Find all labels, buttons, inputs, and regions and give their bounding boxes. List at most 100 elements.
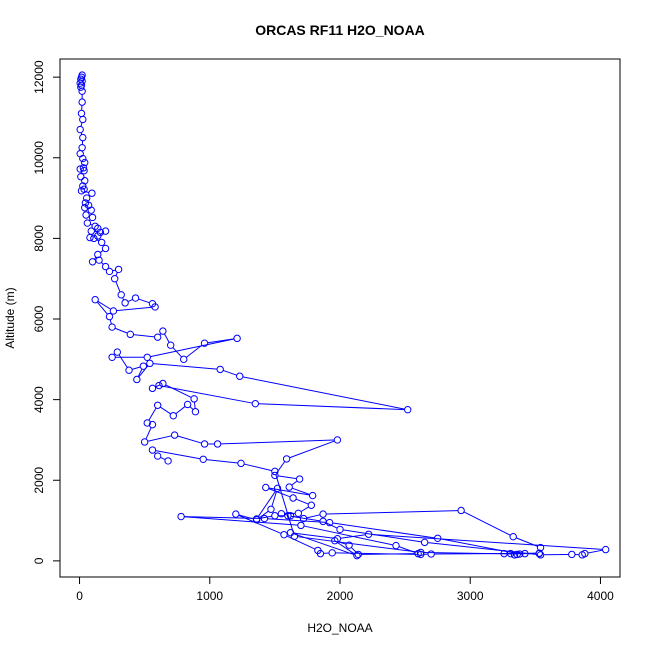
data-point: [236, 372, 244, 380]
series-segment: [138, 298, 150, 304]
series-segment: [244, 463, 272, 472]
y-tick-label: 8000: [32, 225, 46, 252]
series-segment: [587, 549, 603, 554]
y-tick-label: 2000: [32, 467, 46, 494]
series-segment: [300, 506, 309, 513]
series-segment: [337, 542, 355, 555]
data-point: [392, 541, 400, 550]
data-point: [271, 467, 279, 476]
data-point: [251, 399, 260, 408]
series-segment: [162, 385, 253, 404]
series-segment: [133, 334, 155, 338]
data-point: [308, 491, 317, 500]
data-point: [105, 267, 114, 276]
data-point: [233, 334, 241, 343]
series-segment: [127, 298, 133, 302]
series-segment: [145, 427, 152, 440]
x-tick-label: 1000: [196, 589, 223, 603]
data-point: [510, 551, 519, 559]
data-point: [101, 262, 110, 271]
series-segment: [177, 435, 202, 444]
data-point: [148, 384, 157, 393]
x-tick-label: 3000: [457, 589, 484, 603]
data-point: [148, 420, 157, 429]
data-point: [216, 365, 224, 374]
data-point: [267, 505, 275, 513]
data-point: [420, 538, 429, 547]
series-line: [80, 94, 603, 556]
series-segment: [193, 401, 196, 409]
series-segment: [295, 498, 309, 505]
data-point: [282, 455, 291, 463]
data-point: [79, 182, 87, 190]
data-point: [79, 115, 87, 124]
data-point: [417, 548, 425, 557]
data-point: [294, 509, 303, 518]
data-point: [81, 177, 89, 185]
data-point: [183, 400, 192, 409]
data-point: [77, 187, 86, 195]
series-segment: [116, 306, 152, 312]
series-segment: [137, 368, 143, 377]
series-segment: [463, 511, 511, 536]
data-point: [81, 158, 89, 167]
data-point: [88, 213, 97, 222]
data-point: [91, 295, 99, 304]
x-axis: 0 1000 2000 3000 4000: [76, 576, 614, 603]
data-point: [277, 510, 286, 518]
data-point: [153, 452, 162, 460]
data-point: [509, 532, 517, 541]
data-point: [151, 303, 159, 311]
data-point: [77, 173, 85, 181]
series-segment: [148, 407, 157, 421]
series-segment: [150, 338, 235, 358]
data-point: [286, 512, 295, 520]
data-point: [97, 238, 106, 247]
series-segment: [306, 514, 321, 519]
data-point: [78, 98, 86, 106]
series-segment: [371, 533, 603, 550]
data-point: [199, 455, 207, 463]
data-point: [290, 532, 299, 540]
series-segment: [147, 435, 172, 442]
series-segment: [189, 406, 194, 410]
data-point: [140, 438, 149, 446]
data-point: [568, 550, 576, 559]
series-segment: [343, 529, 422, 543]
series-segment: [258, 490, 277, 517]
data-point: [110, 274, 119, 283]
data-point: [88, 258, 97, 266]
data-point: [364, 530, 373, 538]
series-segment: [115, 281, 121, 293]
y-tick-label: 10000: [32, 141, 46, 175]
series-segment: [97, 300, 111, 310]
series-segment: [160, 456, 166, 461]
series-segment: [153, 363, 218, 370]
data-point: [521, 549, 529, 558]
data-point: [284, 512, 292, 520]
data-point: [260, 514, 269, 523]
data-point: [200, 440, 209, 448]
data-point: [289, 494, 297, 502]
data-point: [88, 189, 96, 197]
data-point: [331, 537, 339, 545]
data-point: [153, 333, 162, 341]
data-point: [108, 323, 116, 331]
data-point: [79, 164, 88, 172]
data-point: [164, 457, 172, 465]
data-point: [427, 550, 435, 558]
data-point: [295, 475, 304, 483]
data-point: [285, 483, 293, 491]
data-point: [170, 431, 179, 439]
series-segment: [206, 459, 238, 464]
data-point: [177, 512, 185, 521]
data-point: [299, 514, 308, 523]
data-point: [79, 133, 87, 142]
series-segment: [160, 406, 171, 415]
series-segment: [427, 542, 538, 555]
data-point: [90, 234, 98, 243]
data-point: [139, 362, 148, 370]
data-point: [159, 327, 167, 335]
series-segment: [268, 487, 310, 496]
